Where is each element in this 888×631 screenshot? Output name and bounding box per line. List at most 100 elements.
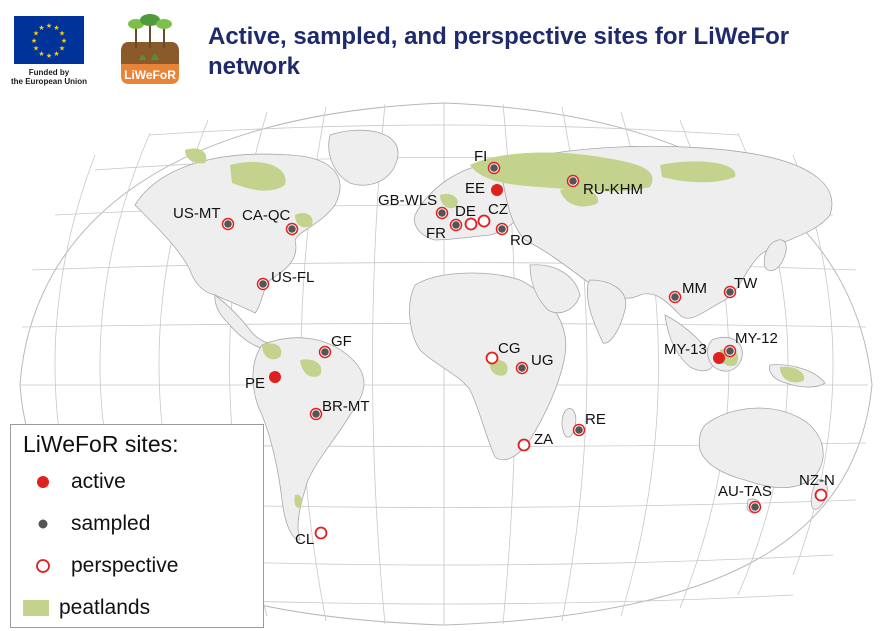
site-label: MY-13 — [664, 341, 707, 358]
eu-star-icon: ★ — [31, 37, 37, 45]
eu-caption-line1: Funded by — [28, 68, 70, 77]
landmass-india — [587, 279, 627, 344]
site-label: NZ-N — [799, 472, 835, 489]
landmass-australia — [698, 407, 824, 489]
header: ★ ★ ★ ★ ★ ★ ★ ★ ★ ★ ★ ★ Funded by the European Unio… — [0, 0, 888, 95]
peatland-patch — [300, 359, 322, 377]
logo-text: LiWeFoR — [124, 68, 176, 82]
site-label: CZ — [488, 201, 508, 218]
eu-star-icon: ★ — [38, 24, 44, 32]
legend-label-peatlands: peatlands — [59, 596, 151, 619]
site-label: CL — [295, 531, 314, 548]
peatland-swatch — [23, 600, 49, 616]
landmass-madagascar — [561, 408, 577, 438]
site-label: DE — [455, 203, 476, 220]
legend-item-sampled: sampled — [23, 511, 253, 537]
site-marker-sampled — [723, 285, 737, 299]
site-marker-sampled — [449, 218, 463, 232]
landmass-japan — [763, 239, 787, 272]
site-label: FI — [474, 148, 487, 165]
sampled-site-symbol — [38, 519, 48, 529]
peatland-patch — [470, 152, 653, 192]
site-marker-active — [491, 184, 503, 196]
site-marker-perspective — [314, 526, 328, 540]
legend-item-active: active — [23, 469, 253, 495]
eu-star-icon: ★ — [59, 30, 65, 38]
site-marker-sampled — [435, 206, 449, 220]
site-marker-sampled — [318, 345, 332, 359]
site-label: AU-TAS — [718, 483, 772, 500]
peatland-patch — [560, 188, 599, 207]
site-marker-perspective — [517, 438, 531, 452]
peatland-patch — [660, 161, 736, 183]
liwefor-logo: LiWeFoR — [121, 14, 179, 84]
site-marker-active — [269, 371, 281, 383]
eu-star-icon: ★ — [33, 45, 39, 53]
site-marker-sampled — [566, 174, 580, 188]
map-legend: LiWeFoR sites: active sampled perspectiv… — [10, 424, 264, 628]
landmass-south-america — [252, 337, 365, 541]
site-label: RU-KHM — [583, 181, 643, 198]
landmass-greenland — [328, 129, 399, 186]
site-label: RE — [585, 411, 606, 428]
eu-star-icon: ★ — [61, 37, 67, 45]
site-marker-sampled — [572, 423, 586, 437]
eu-star-icon: ★ — [59, 45, 65, 53]
eu-star-icon: ★ — [33, 30, 39, 38]
site-marker-sampled — [285, 222, 299, 236]
page-title: Active, sampled, and perspective sites f… — [208, 23, 790, 80]
site-marker-sampled — [256, 277, 270, 291]
site-marker-sampled — [668, 290, 682, 304]
site-marker-perspective — [477, 214, 491, 228]
site-marker-perspective — [464, 217, 478, 231]
legend-title: LiWeFoR sites: — [23, 431, 179, 457]
site-label: GB-WLS — [378, 192, 437, 209]
site-marker-sampled — [515, 361, 529, 375]
active-site-symbol — [37, 476, 49, 488]
site-label: PE — [245, 375, 265, 392]
legend-label-active: active — [71, 470, 126, 493]
eu-caption-line2: the European Union — [11, 77, 87, 86]
site-label: RO — [510, 232, 533, 249]
eu-star-icon: ★ — [46, 22, 52, 30]
legend-item-perspective: perspective — [23, 553, 253, 579]
site-label: MM — [682, 280, 707, 297]
site-markers: FI EE RU-KHM GB-WLS DE CZ FR RO US-MT CA-QC US-FL G… — [173, 148, 835, 548]
site-label: GF — [331, 333, 352, 350]
peatland-patch — [440, 193, 458, 209]
site-label: MY-12 — [735, 330, 778, 347]
legend-label-perspective: perspective — [71, 554, 179, 577]
site-marker-sampled — [748, 500, 762, 514]
site-marker-sampled — [487, 161, 501, 175]
site-label: TW — [734, 275, 758, 292]
peatland-patch — [262, 343, 282, 360]
peatland-patch — [295, 213, 313, 228]
peatland-patch — [294, 494, 303, 508]
site-label: UG — [531, 352, 554, 369]
peatland-patch — [185, 148, 207, 164]
landmass-southeast-asia — [664, 314, 714, 372]
peatland-patch — [780, 366, 805, 383]
legend-label-sampled: sampled — [71, 512, 151, 535]
eu-funding-caption: Funded by the European Union — [6, 68, 92, 86]
landmass-north-america — [134, 153, 341, 314]
site-marker-sampled — [221, 217, 235, 231]
site-label: ZA — [534, 431, 553, 448]
peatland-patch — [230, 161, 286, 191]
land-masses — [134, 129, 833, 541]
legend-item-peatlands: peatlands — [23, 595, 253, 621]
site-marker-perspective — [814, 488, 828, 502]
site-label: CA-QC — [242, 207, 291, 224]
site-marker-perspective — [485, 351, 499, 365]
eu-star-icon: ★ — [53, 50, 59, 58]
site-label: EE — [465, 180, 485, 197]
eu-star-icon: ★ — [53, 24, 59, 32]
peatland-areas — [185, 148, 805, 508]
eu-star-icon: ★ — [38, 50, 44, 58]
site-marker-active — [713, 352, 725, 364]
site-label: CG — [498, 340, 521, 357]
perspective-site-symbol — [36, 559, 50, 573]
site-label: FR — [426, 225, 446, 242]
landmass-arabia — [529, 264, 581, 314]
site-marker-sampled — [495, 222, 509, 236]
